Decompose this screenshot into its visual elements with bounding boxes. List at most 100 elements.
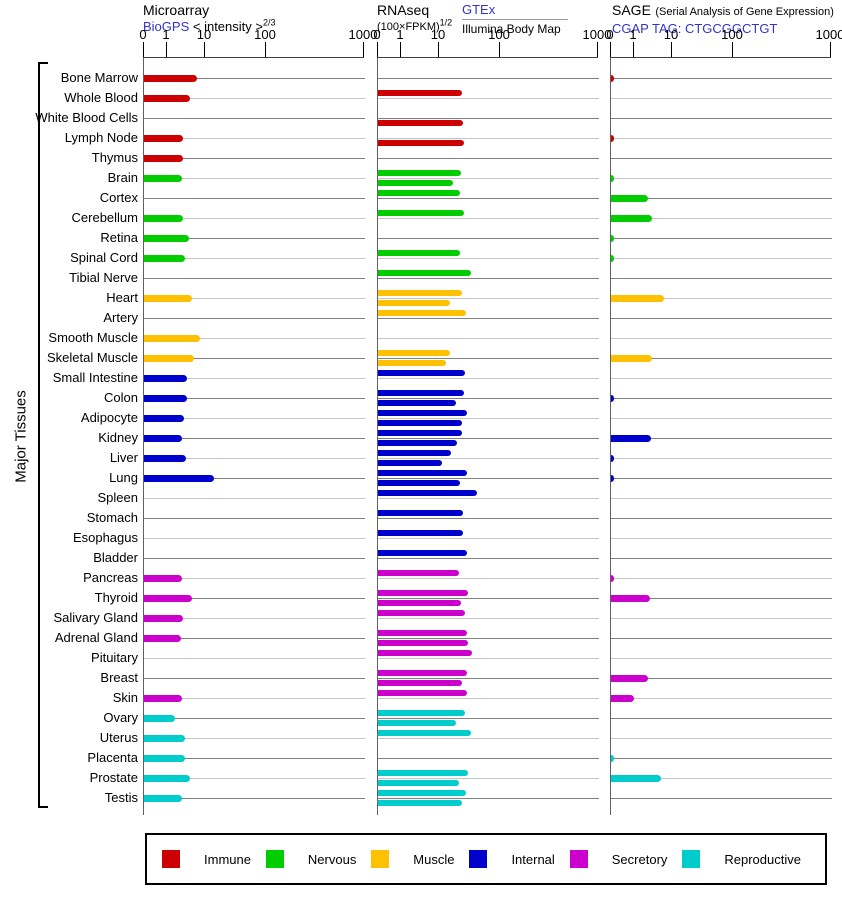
expression-bar (378, 720, 456, 726)
row-gridline (611, 118, 832, 119)
row-gridline (144, 518, 365, 519)
row-gridline (378, 138, 599, 139)
axis-tick-label: 1000 (582, 27, 612, 42)
row-gridline (611, 678, 832, 679)
expression-bar (378, 600, 462, 606)
tissue-label: Placenta (87, 750, 138, 765)
expression-bar (611, 694, 634, 702)
expression-bar (144, 394, 188, 402)
expression-bar (611, 74, 614, 82)
row-gridline (144, 478, 365, 479)
row-gridline (378, 638, 599, 639)
expression-bar (378, 510, 464, 516)
tissue-label: Bone Marrow (60, 70, 138, 85)
expression-bar (144, 694, 183, 702)
panel-axis-border (377, 57, 378, 815)
legend-label: Muscle (413, 851, 455, 867)
row-gridline (611, 358, 832, 359)
expression-bar (378, 210, 465, 216)
tissue-label: Artery (103, 310, 138, 325)
rnaseq-unit-label: (100×FPKM)1/2 (377, 17, 453, 33)
legend-label: Secretory (611, 851, 668, 867)
expression-bar (378, 270, 471, 276)
legend-label: Reproductive (724, 851, 801, 867)
expression-bar (378, 670, 468, 676)
row-gridline (378, 238, 599, 239)
expression-bar (378, 790, 467, 796)
row-gridline (144, 218, 365, 219)
expression-bar (378, 800, 463, 806)
tissue-label: Liver (109, 450, 138, 465)
expression-bar (611, 234, 614, 242)
row-gridline (144, 458, 365, 459)
row-gridline (378, 738, 599, 739)
expression-bar (378, 650, 473, 656)
legend-item: Secretory (569, 850, 668, 868)
row-gridline (378, 458, 599, 459)
tissue-label: Breast (100, 670, 138, 685)
expression-bar (378, 360, 446, 366)
expression-bar (144, 474, 214, 482)
expression-bar (378, 390, 465, 396)
tissue-label: Esophagus (72, 530, 138, 545)
row-gridline (611, 718, 832, 719)
panel-axis-line (610, 57, 831, 58)
row-gridline (611, 218, 832, 219)
expression-bar (378, 290, 463, 296)
expression-bar (378, 370, 466, 376)
biogps-link[interactable]: BioGPS (143, 19, 190, 34)
tissue-label: Spinal Cord (70, 250, 138, 265)
expression-bar (611, 774, 661, 782)
axis-tick (610, 42, 611, 57)
expression-bar (144, 754, 186, 762)
rnaseq-title: RNAseq (377, 2, 430, 18)
expression-bar (378, 310, 467, 316)
tissues-bracket-bottom-tick (38, 806, 48, 808)
tissue-label: Thyroid (94, 590, 138, 605)
expression-bar (144, 774, 190, 782)
expression-bar (378, 530, 464, 536)
tissue-label: Lymph Node (64, 130, 138, 145)
row-gridline (144, 598, 365, 599)
tissue-label: Skeletal Muscle (46, 350, 138, 365)
row-gridline (378, 538, 599, 539)
row-gridline (378, 398, 599, 399)
axis-tick (265, 42, 266, 57)
row-gridline (378, 98, 599, 99)
expression-bar (611, 194, 649, 202)
sage-tag-text: TAG: CTGCGGCTGT (652, 21, 778, 36)
axis-tick (438, 42, 439, 57)
row-gridline (144, 738, 365, 739)
row-gridline (611, 478, 832, 479)
row-gridline (378, 318, 599, 319)
expression-bar (378, 690, 468, 696)
expression-bar (378, 410, 468, 416)
row-gridline (611, 758, 832, 759)
microarray-title: Microarray (143, 2, 210, 18)
row-gridline (378, 178, 599, 179)
expression-bar (144, 594, 193, 602)
row-gridline (378, 778, 599, 779)
legend-label: Internal (511, 851, 555, 867)
row-gridline (378, 338, 599, 339)
row-gridline (611, 198, 832, 199)
gtex-link[interactable]: GTEx (462, 2, 568, 20)
row-gridline (144, 558, 365, 559)
tissue-label: Small Intestine (52, 370, 138, 385)
tissue-label: Cerebellum (71, 210, 138, 225)
row-gridline (611, 598, 832, 599)
row-gridline (378, 158, 599, 159)
tissue-label: Adrenal Gland (54, 630, 138, 645)
sage-title: SAGE (612, 2, 651, 18)
row-gridline (144, 498, 365, 499)
expression-bar (378, 470, 468, 476)
legend-swatch-secretory (569, 850, 588, 868)
row-gridline (378, 678, 599, 679)
row-gridline (144, 198, 365, 199)
row-gridline (144, 618, 365, 619)
row-gridline (144, 138, 365, 139)
cgap-link[interactable]: CGAP (612, 21, 649, 36)
axis-tick (166, 42, 167, 57)
row-gridline (378, 518, 599, 519)
